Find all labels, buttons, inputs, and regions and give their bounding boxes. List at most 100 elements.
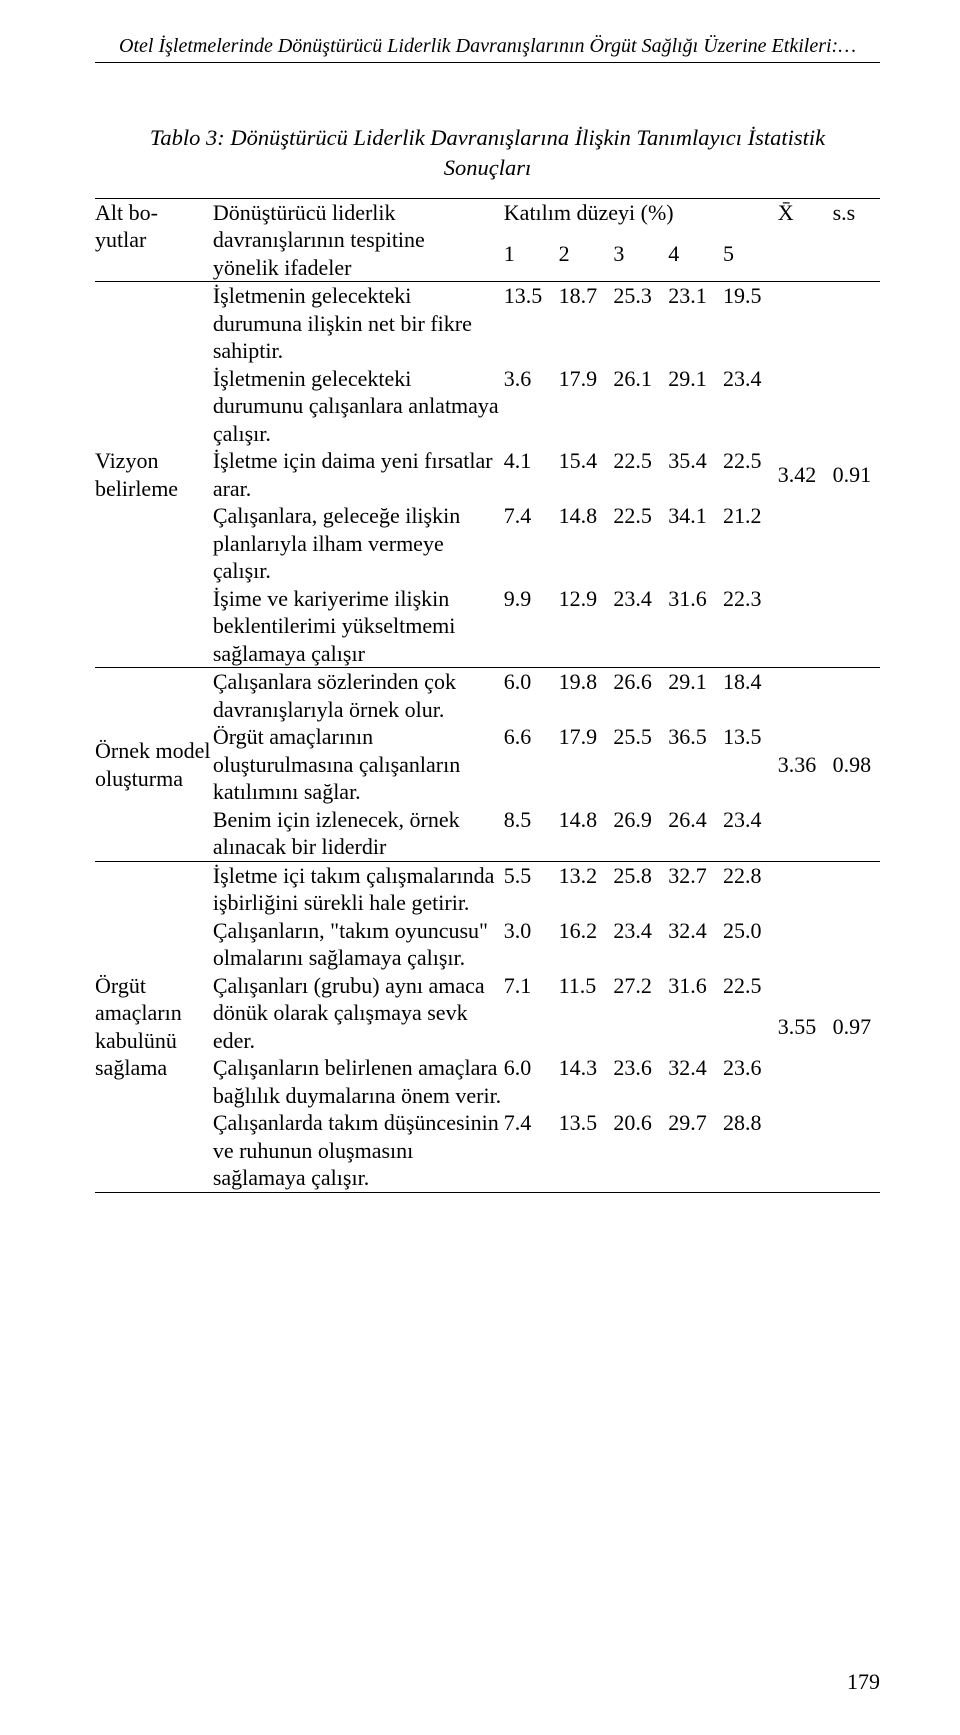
cell: 6.6 <box>504 723 559 806</box>
item-text: Çalışanları (grubu) aynı amaca dönük ola… <box>213 972 504 1055</box>
item-text: İşletmenin gelecekteki durumuna ilişkin … <box>213 282 504 365</box>
cell: 22.5 <box>613 447 668 502</box>
cell: 26.1 <box>613 365 668 448</box>
table-row: Örgüt amaçlarının oluşturulmasına çalışa… <box>95 723 880 806</box>
ss-cell: 0.91 <box>833 282 880 668</box>
mean-cell: 3.55 <box>778 861 833 1192</box>
hdr-katilim: Katılım düzeyi (%) <box>504 198 778 240</box>
table-row: Çalışanlarda takım düşüncesinin ve ruhun… <box>95 1109 880 1192</box>
cell: 6.0 <box>504 1054 559 1109</box>
cell: 29.7 <box>668 1109 723 1192</box>
item-text: İşletme içi takım çalışmalarında işbirli… <box>213 861 504 917</box>
cell: 21.2 <box>723 502 778 585</box>
hdr-xbar: X̄ <box>778 198 833 282</box>
mean-cell: 3.42 <box>778 282 833 668</box>
cell: 22.5 <box>723 447 778 502</box>
cell: 32.7 <box>668 861 723 917</box>
cell: 19.5 <box>723 282 778 365</box>
page: Otel İşletmelerinde Dönüştürücü Liderlik… <box>0 0 960 1735</box>
cell: 23.4 <box>613 585 668 668</box>
cell: 22.8 <box>723 861 778 917</box>
item-text: İşime ve kariyerime ilişkin beklentileri… <box>213 585 504 668</box>
cell: 23.1 <box>668 282 723 365</box>
cell: 6.0 <box>504 668 559 724</box>
cell: 14.8 <box>559 502 614 585</box>
item-text: Benim için izlenecek, örnek alınacak bir… <box>213 806 504 862</box>
hdr-c2: 2 <box>559 240 614 282</box>
table-row: Çalışanların belirlenen amaçlara bağlılı… <box>95 1054 880 1109</box>
hdr-item-l1: Dönüştürücü liderlik <box>213 200 396 225</box>
cell: 25.5 <box>613 723 668 806</box>
ss-cell: 0.98 <box>833 668 880 862</box>
cell: 7.1 <box>504 972 559 1055</box>
cell: 16.2 <box>559 917 614 972</box>
cell: 26.9 <box>613 806 668 862</box>
stats-table: Alt bo- yutlar Dönüştürücü liderlik davr… <box>95 198 880 1193</box>
cell: 23.6 <box>613 1054 668 1109</box>
cell: 8.5 <box>504 806 559 862</box>
cell: 19.8 <box>559 668 614 724</box>
cell: 26.6 <box>613 668 668 724</box>
cell: 35.4 <box>668 447 723 502</box>
table-row: Benim için izlenecek, örnek alınacak bir… <box>95 806 880 862</box>
cell: 32.4 <box>668 917 723 972</box>
cell: 31.6 <box>668 585 723 668</box>
cell: 13.5 <box>559 1109 614 1192</box>
cell: 4.1 <box>504 447 559 502</box>
item-text: İşletmenin gelecekteki durumunu çalışanl… <box>213 365 504 448</box>
cell: 22.3 <box>723 585 778 668</box>
hdr-c5: 5 <box>723 240 778 282</box>
cell: 20.6 <box>613 1109 668 1192</box>
cell: 14.8 <box>559 806 614 862</box>
ss-cell: 0.97 <box>833 861 880 1192</box>
page-number: 179 <box>847 1669 880 1695</box>
table-caption: Tablo 3: Dönüştürücü Liderlik Davranışla… <box>108 123 868 184</box>
table-row: Vizyon belirleme İşletmenin gelecekteki … <box>95 282 880 365</box>
cell: 27.2 <box>613 972 668 1055</box>
dim-label: Örgüt amaçların kabulünü sağlama <box>95 861 213 1192</box>
item-text: Çalışanlara sözlerinden çok davranışları… <box>213 668 504 724</box>
hdr-dim: Alt bo- yutlar <box>95 198 213 282</box>
table-row: Örnek model oluşturma Çalışanlara sözler… <box>95 668 880 724</box>
table-row: Örgüt amaçların kabulünü sağlama İşletme… <box>95 861 880 917</box>
cell: 29.1 <box>668 365 723 448</box>
item-text: Çalışanlarda takım düşüncesinin ve ruhun… <box>213 1109 504 1192</box>
dim-label: Örnek model oluşturma <box>95 668 213 862</box>
cell: 3.6 <box>504 365 559 448</box>
hdr-dim-l1: Alt bo- <box>95 200 158 225</box>
table-row: İşletmenin gelecekteki durumunu çalışanl… <box>95 365 880 448</box>
cell: 31.6 <box>668 972 723 1055</box>
hdr-item-l3: yönelik ifadeler <box>213 255 352 280</box>
table-row: İşime ve kariyerime ilişkin beklentileri… <box>95 585 880 668</box>
cell: 15.4 <box>559 447 614 502</box>
cell: 23.4 <box>723 365 778 448</box>
cell: 28.8 <box>723 1109 778 1192</box>
hdr-c3: 3 <box>613 240 668 282</box>
cell: 7.4 <box>504 1109 559 1192</box>
cell: 32.4 <box>668 1054 723 1109</box>
cell: 29.1 <box>668 668 723 724</box>
item-text: Örgüt amaçlarının oluşturulmasına çalışa… <box>213 723 504 806</box>
cell: 9.9 <box>504 585 559 668</box>
cell: 17.9 <box>559 723 614 806</box>
cell: 25.8 <box>613 861 668 917</box>
hdr-ss: s.s <box>833 198 880 282</box>
caption-line2: Sonuçları <box>444 155 532 180</box>
item-text: Çalışanların, "takım oyuncusu" olmaların… <box>213 917 504 972</box>
cell: 13.2 <box>559 861 614 917</box>
mean-cell: 3.36 <box>778 668 833 862</box>
dim-label: Vizyon belirleme <box>95 282 213 668</box>
cell: 25.0 <box>723 917 778 972</box>
hdr-dim-l2: yutlar <box>95 227 146 252</box>
cell: 12.9 <box>559 585 614 668</box>
cell: 7.4 <box>504 502 559 585</box>
cell: 34.1 <box>668 502 723 585</box>
item-text: Çalışanlara, geleceğe ilişkin planlarıyl… <box>213 502 504 585</box>
cell: 22.5 <box>613 502 668 585</box>
cell: 26.4 <box>668 806 723 862</box>
cell: 3.0 <box>504 917 559 972</box>
cell: 18.4 <box>723 668 778 724</box>
cell: 22.5 <box>723 972 778 1055</box>
hdr-c1: 1 <box>504 240 559 282</box>
cell: 13.5 <box>723 723 778 806</box>
